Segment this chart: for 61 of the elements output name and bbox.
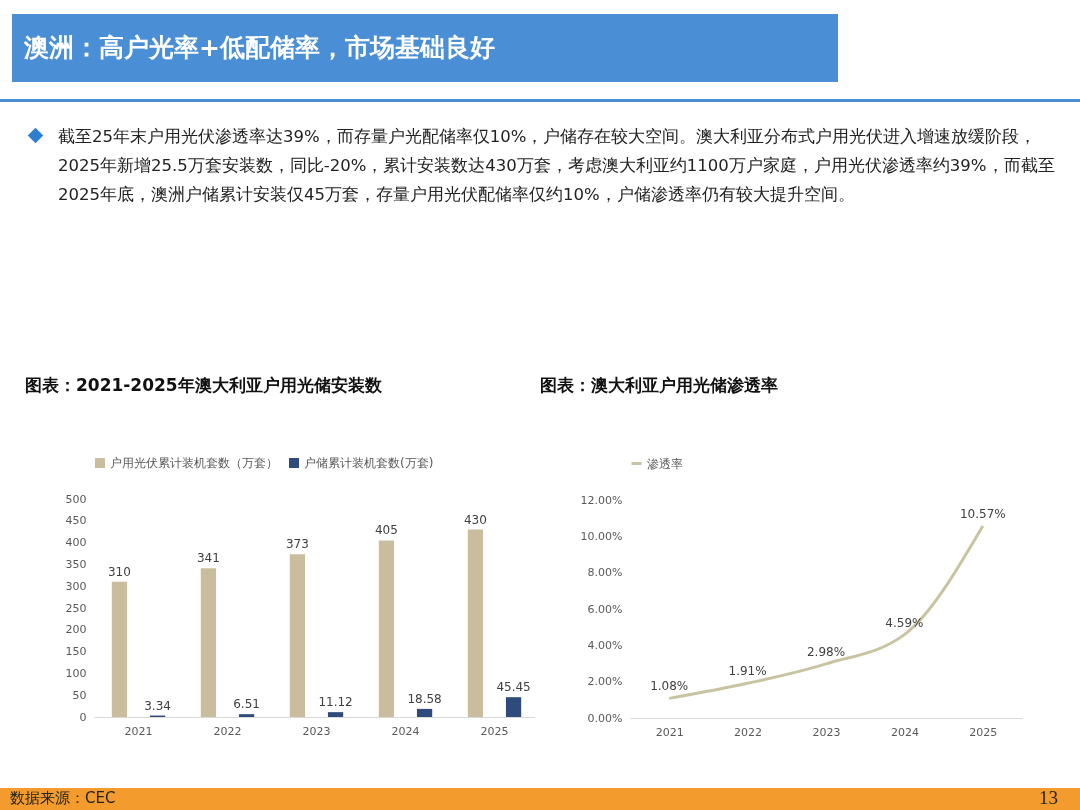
y-tick-label: 400	[65, 536, 87, 550]
y-tick-label: 8.00%	[587, 566, 623, 580]
y-tick-label: 6.00%	[587, 602, 623, 616]
bar	[378, 540, 395, 717]
x-tick-label: 2021	[124, 724, 153, 738]
y-tick-label: 4.00%	[587, 638, 623, 652]
x-tick-label: 2022	[734, 725, 763, 739]
y-tick-label: 12.00%	[580, 493, 623, 507]
data-label: 341	[196, 551, 220, 566]
y-tick-label: 450	[65, 514, 87, 528]
data-label: 373	[285, 537, 309, 552]
bar	[289, 554, 306, 717]
data-label: 11.12	[318, 695, 353, 710]
y-tick-label: 0.00%	[587, 711, 623, 725]
data-label: 45.45	[496, 680, 531, 695]
legend-label: 户用光伏累计装机套数（万套）	[110, 456, 278, 470]
x-tick-label: 2023	[302, 724, 331, 738]
y-tick-label: 50	[72, 688, 87, 702]
x-tick-label: 2025	[480, 724, 509, 738]
data-label: 3.34	[144, 698, 171, 713]
x-tick-label: 2021	[655, 725, 684, 739]
text: 澳洲：高户光率+低配储率，市场基础良好	[12, 14, 838, 82]
x-tick-label: 2022	[213, 724, 242, 738]
y-tick-label: 350	[65, 557, 87, 571]
data-label: 18.58	[407, 691, 442, 706]
bar	[467, 529, 484, 717]
legend-label: 渗透率	[647, 456, 683, 471]
data-label: 405	[374, 523, 398, 538]
legend-label: 户储累计装机套数(万套)	[304, 456, 434, 470]
y-tick-label: 0	[79, 710, 87, 724]
x-tick-label: 2023	[812, 725, 841, 739]
bar	[238, 714, 255, 717]
chart-title: 图表：2021-2025年澳大利亚户用光储安装数	[25, 375, 383, 395]
y-tick-label: 10.00%	[580, 529, 623, 543]
data-label: 1.08%	[650, 679, 689, 694]
y-tick-label: 150	[65, 645, 87, 659]
data-label: 10.57%	[959, 506, 1006, 521]
data-label: 2.98%	[806, 644, 846, 659]
bar	[200, 568, 217, 717]
x-tick-label: 2025	[969, 725, 998, 739]
y-tick-label: 250	[65, 601, 87, 615]
text: 截至25年末户用光伏渗透率达39%，而存量户光配储率仅10%，户储存在较大空间。澳大利亚分布式户用光伏进入增速放缓阶段，2025年新增25.5万套安装数，同比-20%，累计安装数达430万套，考虑澳大利亚约1100万户家庭，户用光伏渗透率约39%，而截至2025年底，澳洲户储累计安装仅45万套，存量户用光伏配储率仅约10%，户储渗透率仍有较大提升空间。	[58, 126, 1056, 206]
x-tick-label: 2024	[890, 725, 919, 739]
x-tick-label: 2024	[391, 724, 420, 738]
data-label: 1.91%	[728, 664, 767, 679]
source-note: 数据来源：CEC	[10, 789, 116, 808]
bar	[327, 712, 344, 717]
y-tick-label: 2.00%	[587, 675, 623, 689]
bar	[111, 581, 128, 717]
y-tick-label: 300	[65, 579, 87, 593]
y-tick-label: 500	[65, 492, 87, 506]
text: 13	[1039, 787, 1058, 809]
y-tick-label: 100	[65, 666, 87, 680]
data-label: 310	[107, 564, 131, 579]
chart-title: 图表：澳大利亚户用光储渗透率	[540, 375, 779, 395]
data-label: 6.51	[233, 697, 260, 712]
bar	[505, 697, 522, 717]
data-label: 4.59%	[885, 615, 924, 630]
bar	[416, 708, 433, 717]
data-label: 430	[463, 512, 487, 527]
y-tick-label: 200	[65, 623, 87, 637]
